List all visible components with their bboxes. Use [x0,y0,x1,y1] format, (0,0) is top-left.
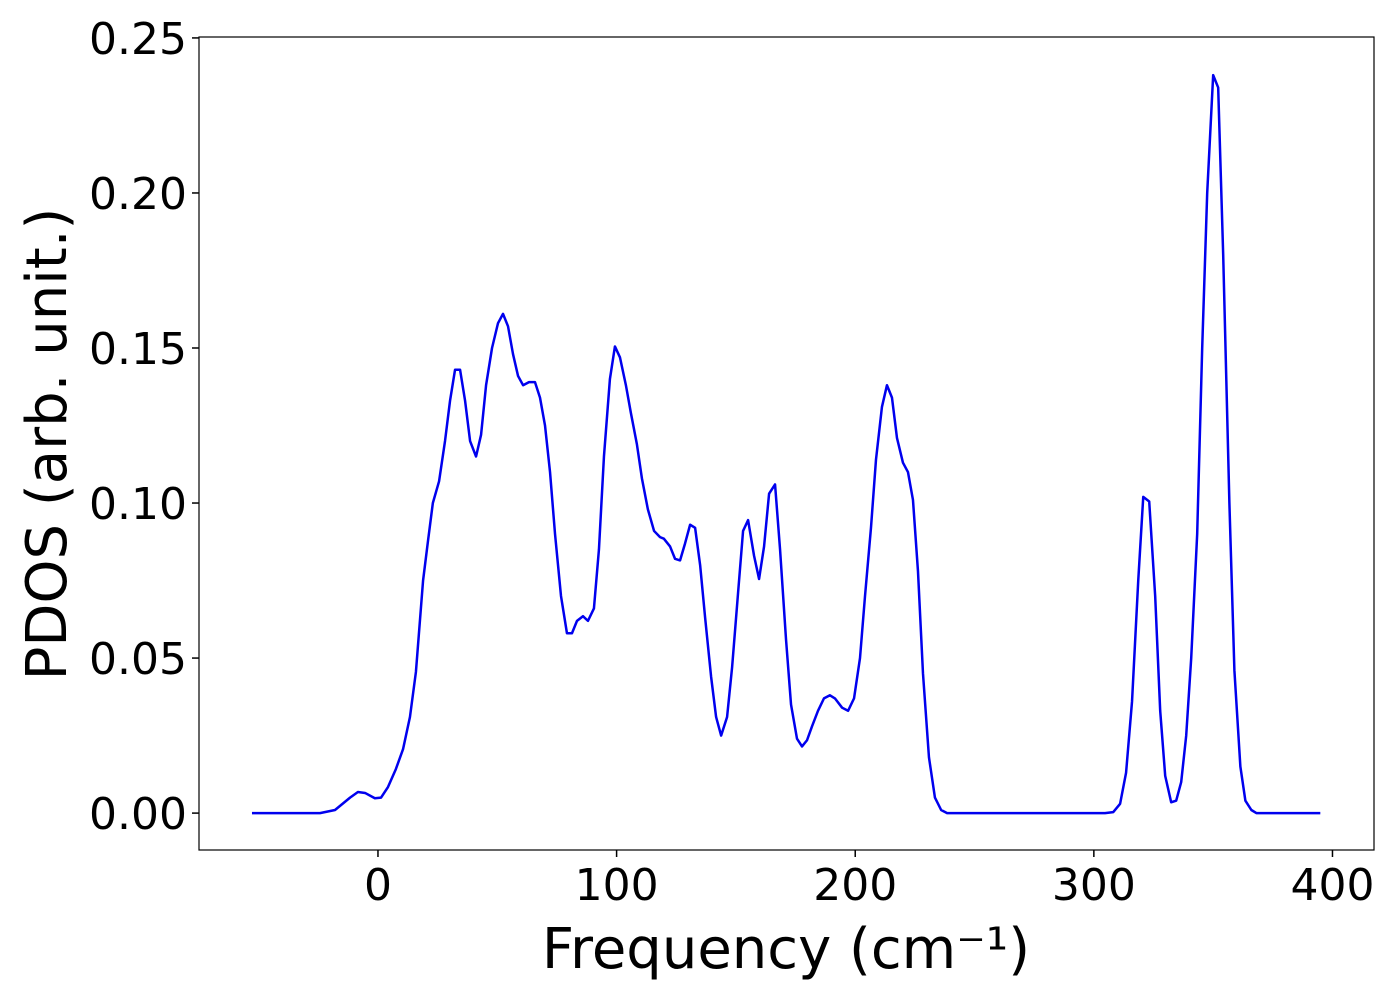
x-tick-label: 100 [575,860,659,911]
y-axis-label: PDOS (arb. unit.) [15,208,80,681]
x-tick-label: 300 [1052,860,1136,911]
x-tick-label: 400 [1290,860,1374,911]
y-tick-label: 0.25 [89,14,187,65]
x-axis-label: Frequency (cm⁻¹) [542,917,1030,982]
x-tick-label: 0 [364,860,392,911]
pdos-line [251,73,1321,815]
y-tick-label: 0.15 [89,324,187,375]
y-tick-label: 0.00 [89,789,187,840]
y-tick-label: 0.20 [89,169,187,220]
plot-frame [198,36,1375,851]
y-tick-label: 0.05 [89,634,187,685]
x-tick-label: 200 [813,860,897,911]
y-tick-label: 0.10 [89,479,187,530]
